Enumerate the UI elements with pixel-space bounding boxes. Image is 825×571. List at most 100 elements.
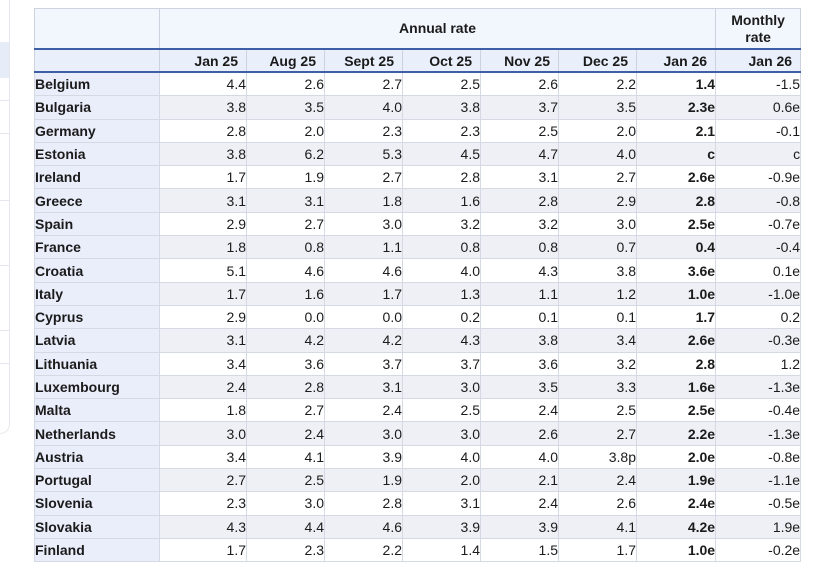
annual-rate-cell: 3.4 [159,351,247,376]
monthly-rate-cell: -0.2e [715,537,802,563]
annual-rate-cell: 1.9e [635,468,717,493]
annual-rate-cell: 0.0 [246,304,325,330]
table-row: Latvia 3.1 4.2 4.2 4.3 3.8 3.4 2.6e -0.3e [34,328,802,353]
corner-cell [34,8,160,50]
monthly-rate-cell: -0.8e [715,444,802,470]
monthly-rate-cell: -0.8 [715,188,802,213]
annual-rate-cell: 3.6e [635,258,717,283]
annual-rate-cell: 2.5 [480,118,559,143]
annual-rate-cell: 1.3 [402,281,481,306]
column-header-aug25: Aug 25 [246,48,325,73]
annual-rate-cell: 2.5 [558,398,637,423]
table-body: Belgium 4.4 2.6 2.7 2.5 2.6 2.2 1.4 -1.5 Bulgaria… [34,71,802,563]
annual-rate-cell: 3.1 [159,328,247,353]
monthly-rate-cell: 1.2 [715,351,802,376]
page-edge-rule [0,330,9,331]
annual-rate-cell: 4.4 [159,71,247,97]
annual-rate-cell: 2.6e [635,165,717,190]
annual-rate-cell: 2.9 [159,304,247,330]
annual-rate-cell: 5.1 [159,258,247,283]
annual-rate-cell: 2.2 [558,71,637,97]
annual-rate-cell: 0.0 [324,304,403,330]
column-header-dec25: Dec 25 [558,48,637,73]
annual-rate-cell: 2.6e [635,328,717,353]
annual-rate-cell: 4.2 [324,328,403,353]
annual-rate-cell: 3.9 [480,514,559,539]
table-row: Ireland 1.7 1.9 2.7 2.8 3.1 2.7 2.6e -0.9e [34,165,802,190]
monthly-rate-cell: -1.0e [715,281,802,306]
annual-rate-cell: 3.0 [558,211,637,237]
annual-rate-cell: 4.0 [402,444,481,470]
annual-rate-cell: 3.8 [159,141,247,167]
annual-rate-cell: 2.7 [558,165,637,190]
annual-rate-cell: 3.5 [558,95,637,120]
annual-rate-cell: 2.7 [558,421,637,446]
annual-rate-cell: 2.6 [246,71,325,97]
annual-rate-cell: 1.6 [402,188,481,213]
table-row: Netherlands 3.0 2.4 3.0 3.0 2.6 2.7 2.2e -1.3e [34,421,802,446]
annual-rate-cell: 4.3 [402,328,481,353]
table-row: Finland 1.7 2.3 2.2 1.4 1.5 1.7 1.0e -0.2e [34,537,802,563]
annual-rate-cell: 4.3 [159,514,247,539]
annual-rate-cell: 2.8 [324,491,403,516]
annual-rate-cell: 1.9 [246,165,325,190]
annual-rate-group-header: Annual rate [158,8,717,50]
annual-rate-cell: 3.1 [159,188,247,213]
annual-rate-cell: 3.2 [480,211,559,237]
annual-rate-cell: 1.6 [246,281,325,306]
annual-rate-cell: 2.3e [635,95,717,120]
annual-rate-cell: 2.1 [635,118,717,143]
annual-rate-cell: 1.4 [635,71,717,97]
annual-rate-cell: 2.5e [635,211,717,237]
annual-rate-cell: 3.8 [558,258,637,283]
annual-rate-cell: 2.6 [558,491,637,516]
monthly-rate-cell: 1.9e [715,514,802,539]
annual-rate-cell: 4.0 [324,95,403,120]
country-cell: Cyprus [34,304,160,330]
annual-rate-cell: 4.0 [402,258,481,283]
annual-rate-cell: 3.0 [159,421,247,446]
country-cell: Lithuania [34,351,160,376]
annual-rate-cell: 2.8 [246,374,325,400]
country-cell: Estonia [34,141,160,167]
page-edge-rule [0,363,9,364]
table-row: Portugal 2.7 2.5 1.9 2.0 2.1 2.4 1.9e -1.1e [34,468,802,493]
table-row: Slovenia 2.3 3.0 2.8 3.1 2.4 2.6 2.4e -0.5e [34,491,802,516]
annual-rate-cell: 2.3 [402,118,481,143]
annual-rate-cell: 2.5e [635,398,717,423]
annual-rate-cell: 5.3 [324,141,403,167]
annual-rate-cell: 1.8 [159,235,247,260]
annual-rate-cell: 0.2 [402,304,481,330]
annual-rate-cell: 3.5 [246,95,325,120]
month-header-row: Jan 25 Aug 25 Sept 25 Oct 25 Nov 25 Dec … [34,48,802,73]
country-cell: Slovenia [34,491,160,516]
country-cell: Bulgaria [34,95,160,120]
country-cell: Finland [34,537,160,563]
country-cell: Germany [34,118,160,143]
monthly-rate-cell: -0.1 [715,118,802,143]
monthly-rate-cell: -1.3e [715,374,802,400]
annual-rate-cell: 3.1 [246,188,325,213]
annual-rate-cell: 2.5 [402,71,481,97]
column-header-nov25: Nov 25 [480,48,559,73]
annual-rate-cell: 4.1 [558,514,637,539]
annual-rate-cell: 3.6 [246,351,325,376]
country-cell: Slovakia [34,514,160,539]
country-cell: Austria [34,444,160,470]
monthly-rate-cell: -1.3e [715,421,802,446]
annual-rate-cell: 1.7 [159,165,247,190]
annual-rate-cell: 1.8 [159,398,247,423]
table-row: Italy 1.7 1.6 1.7 1.3 1.1 1.2 1.0e -1.0e [34,281,802,306]
annual-rate-cell: 1.7 [558,537,637,563]
annual-rate-cell: 2.3 [246,537,325,563]
annual-rate-cell: 2.3 [324,118,403,143]
country-cell: Portugal [34,468,160,493]
annual-rate-cell: 3.5 [480,374,559,400]
annual-rate-cell: 3.0 [246,491,325,516]
annual-rate-cell: 2.1 [480,468,559,493]
annual-rate-cell: 0.1 [480,304,559,330]
annual-rate-cell: 4.6 [246,258,325,283]
annual-rate-cell: 2.4e [635,491,717,516]
annual-rate-cell: 2.4 [558,468,637,493]
annual-rate-cell: 0.4 [635,235,717,260]
